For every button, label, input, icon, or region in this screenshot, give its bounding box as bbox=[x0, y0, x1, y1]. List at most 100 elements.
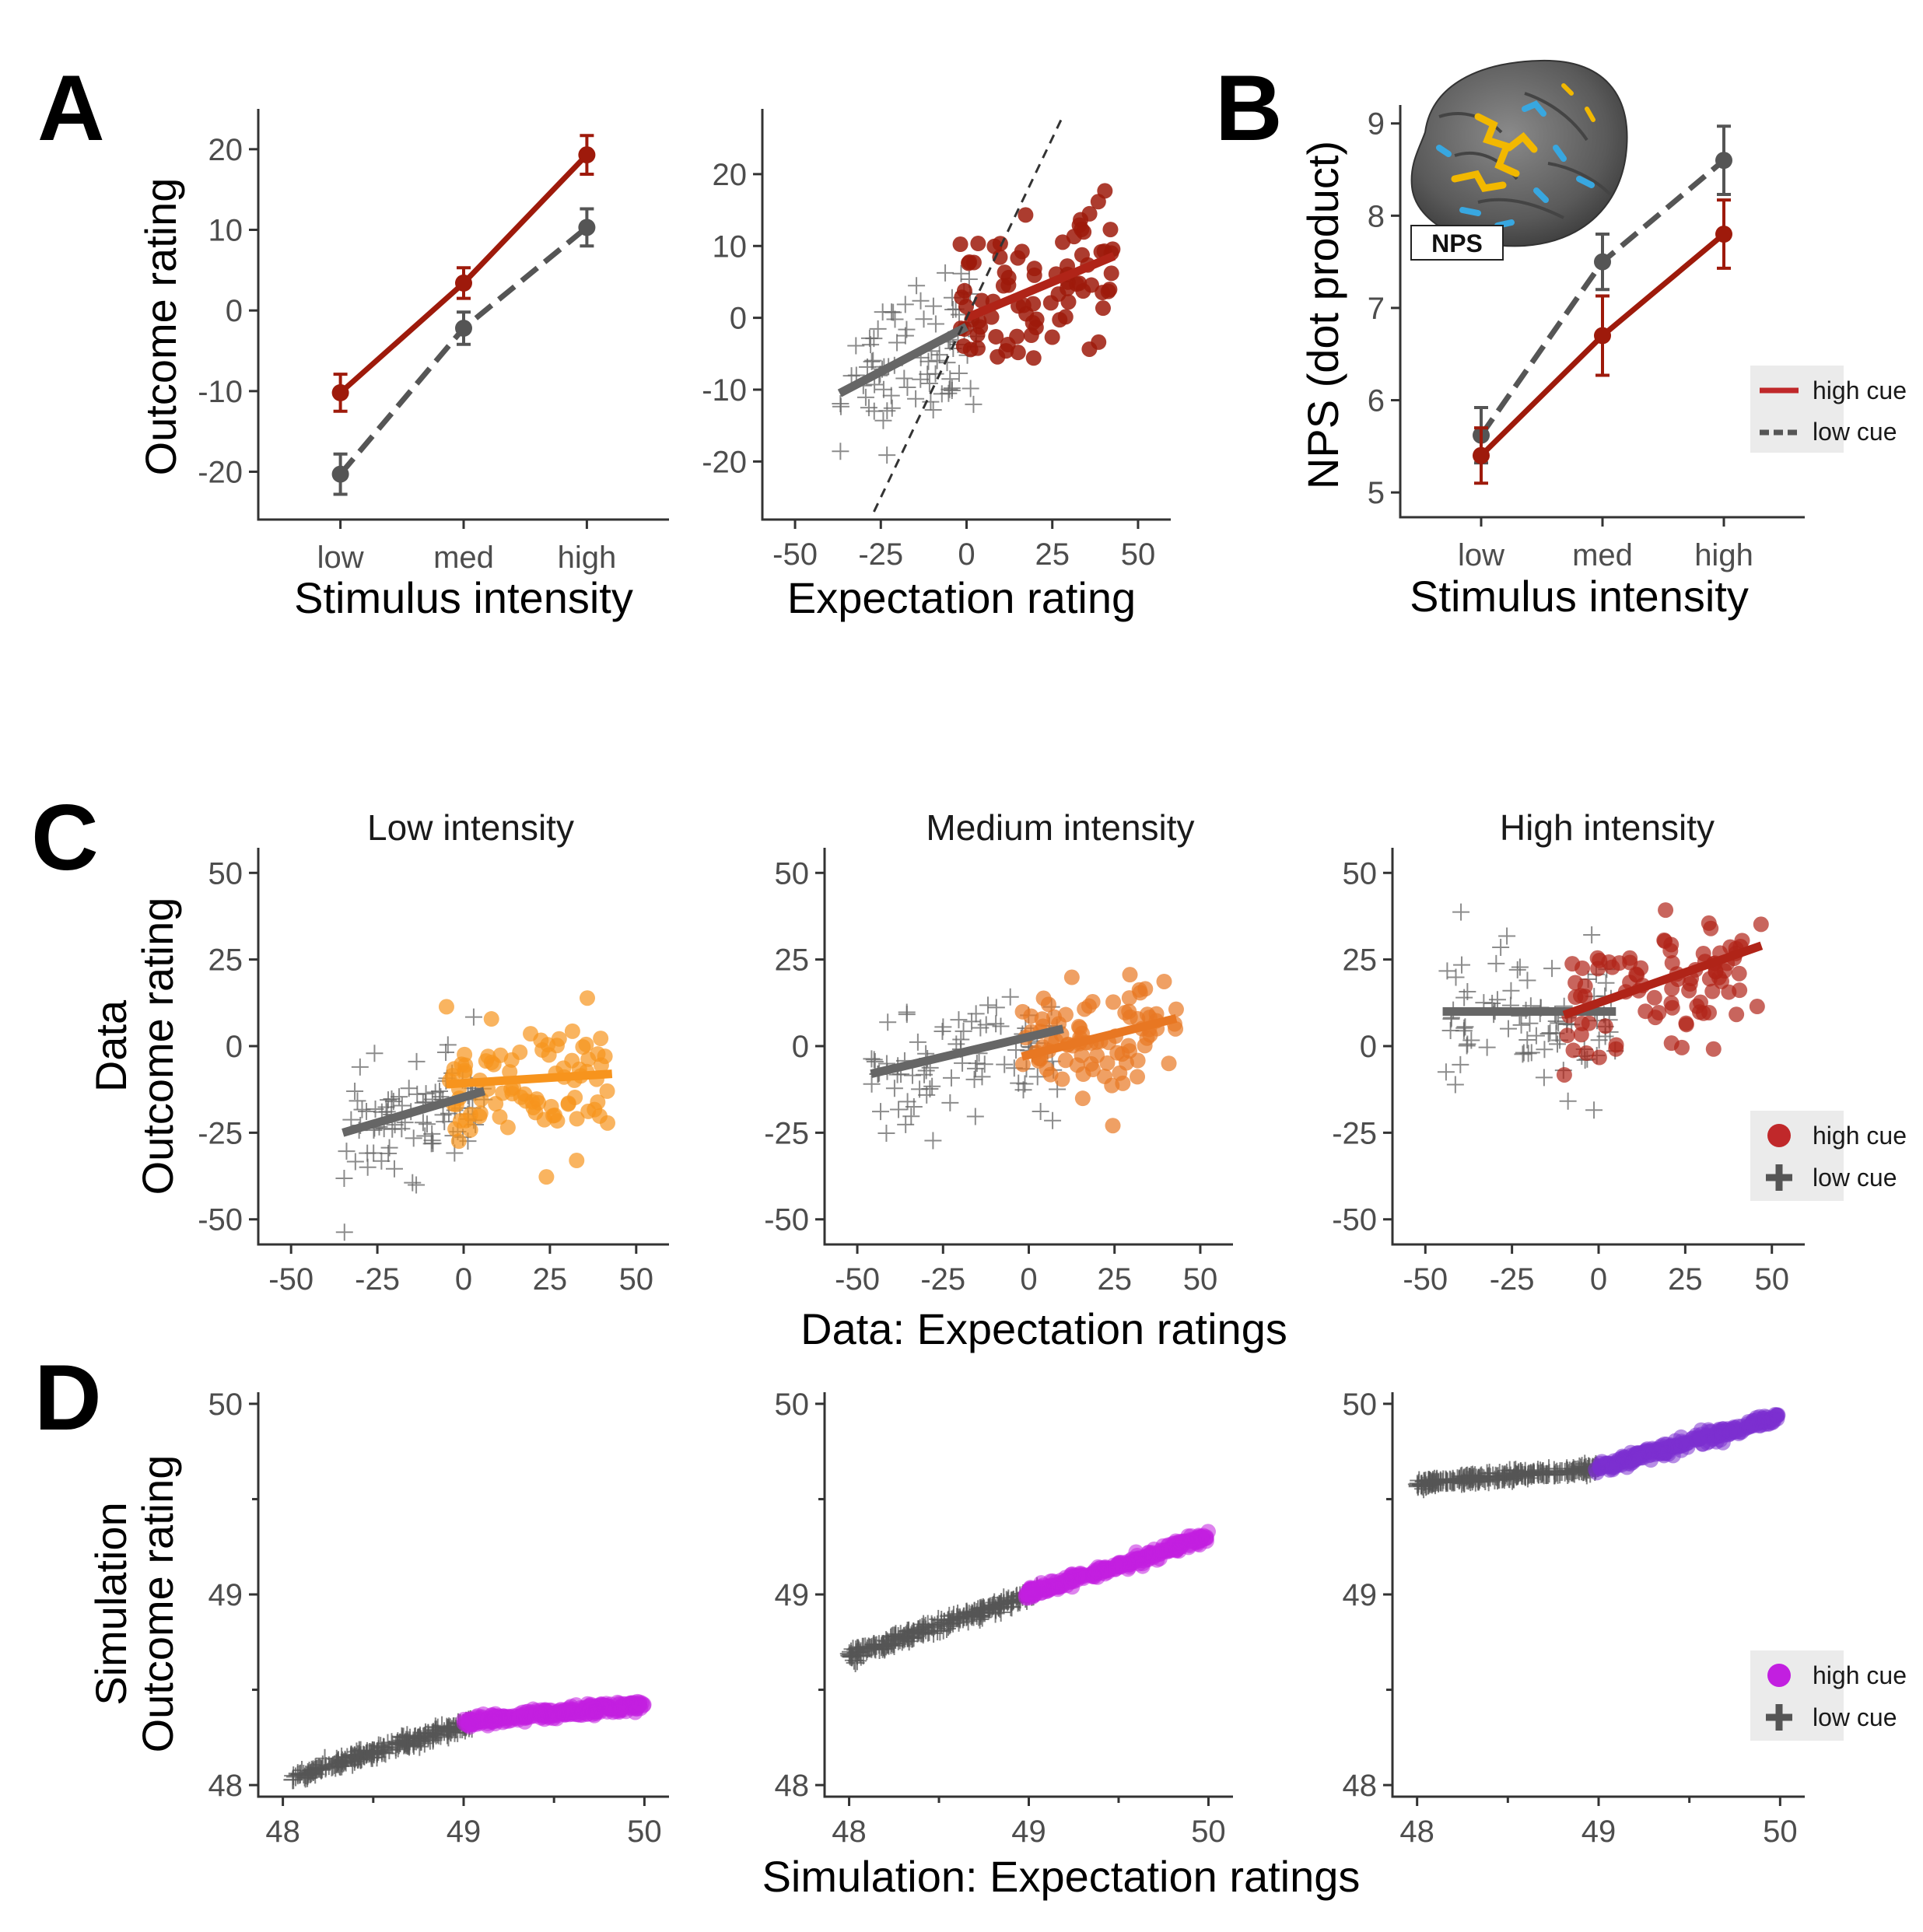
b-ytick-label-0: 9 bbox=[1368, 107, 1385, 142]
c3-low-cue-point-73 bbox=[1512, 1016, 1530, 1034]
c3-high-cue-point-83 bbox=[1704, 983, 1721, 999]
c1-high-cue-point-55 bbox=[499, 1119, 516, 1136]
a2-high-cue-point-26 bbox=[1023, 327, 1039, 344]
c3-low-cue-point-63 bbox=[1536, 1041, 1553, 1059]
a2-high-cue-point-23 bbox=[1103, 265, 1119, 282]
c2-high-cue-point-46 bbox=[1099, 1055, 1116, 1071]
c2-low-cue-point-67 bbox=[865, 1051, 883, 1069]
d2-ytick-label-0: 50 bbox=[775, 1388, 810, 1422]
c3-high-cue-point-0 bbox=[1559, 1027, 1575, 1044]
a2-high-cue-point-65 bbox=[974, 292, 990, 309]
c2-low-cue-point-84 bbox=[1001, 988, 1019, 1006]
a2-low-cue-point-78 bbox=[908, 277, 926, 295]
chart-a2: 20 10 0 -10 -20 -50 -25 0 25 50 bbox=[702, 109, 1171, 572]
c1-low-cue-point-59 bbox=[436, 1113, 454, 1131]
c3-xtick-label-4: 50 bbox=[1754, 1262, 1789, 1297]
c1-low-cue-point-70 bbox=[405, 1129, 422, 1147]
chart-c1: 50 25 0 -25 -50 -50 -25 0 25 50 bbox=[198, 848, 669, 1297]
c3-low-cue-point-82 bbox=[1459, 982, 1476, 1000]
c1-fit-low-cue bbox=[342, 1087, 486, 1137]
d2-low-cue-point-247 bbox=[856, 1637, 875, 1657]
c1-high-cue-point-80 bbox=[593, 1031, 609, 1047]
c3-xtick-label-1: -25 bbox=[1490, 1262, 1535, 1297]
c1-xtick-label-2: 0 bbox=[455, 1262, 472, 1297]
c2-high-cue-point-51 bbox=[1057, 1052, 1074, 1069]
d2-xtick-label-1: 49 bbox=[1011, 1815, 1046, 1849]
c3-high-cue-point-89 bbox=[1662, 943, 1679, 959]
d1-low-cue-point-253 bbox=[441, 1722, 461, 1741]
d3-low-cue-point-236 bbox=[1557, 1461, 1576, 1480]
a1-ylabel: Outcome rating bbox=[136, 178, 185, 476]
a2-high-cue-point-84 bbox=[1102, 222, 1119, 238]
c3-low-cue-point-23 bbox=[1539, 1025, 1557, 1043]
c1-fit-high-cue bbox=[446, 1069, 613, 1089]
c1-low-cue-point-71 bbox=[359, 1158, 377, 1176]
a1-point-1-0 bbox=[331, 465, 349, 483]
c1-low-cue-point-84 bbox=[437, 1044, 455, 1062]
d2-low-cue-point-233 bbox=[928, 1622, 947, 1641]
d1-low-cue-point-255 bbox=[355, 1746, 374, 1766]
d3-xtick-label-1: 49 bbox=[1581, 1815, 1617, 1849]
c2-low-cue-point-39 bbox=[996, 1055, 1014, 1073]
a2-low-cue-point-68 bbox=[912, 292, 930, 310]
c2-low-cue-point-6 bbox=[954, 1054, 972, 1072]
d1-low-cue-point-250 bbox=[313, 1755, 332, 1774]
d2-xtick-label-2: 50 bbox=[1191, 1815, 1226, 1849]
c3-high-cue-point-85 bbox=[1597, 1018, 1613, 1034]
c1-low-cue-point-78 bbox=[342, 1111, 360, 1129]
a2-high-cue-point-64 bbox=[1081, 205, 1098, 222]
a2-low-cue-point-11 bbox=[874, 411, 892, 429]
c1-low-cue-point-72 bbox=[419, 1115, 436, 1133]
a2-high-cue-point-52 bbox=[1052, 312, 1068, 328]
c1-low-cue-point-64 bbox=[404, 1174, 422, 1192]
b-point-0-0 bbox=[1473, 446, 1490, 464]
a2-high-cue-point-72 bbox=[1000, 269, 1017, 285]
c1-low-cue-point-5 bbox=[338, 1143, 356, 1160]
c3-low-cue-point-21 bbox=[1453, 956, 1471, 974]
a2-low-cue-point-0 bbox=[920, 375, 938, 393]
a2-ytick-label-2: 0 bbox=[730, 302, 747, 336]
a2-low-cue-point-44 bbox=[924, 401, 942, 419]
a2-low-cue-point-27 bbox=[962, 380, 979, 397]
c3-high-cue-point-18 bbox=[1731, 965, 1747, 982]
d3-low-cue-point-229 bbox=[1523, 1463, 1543, 1482]
c1-ytick-label-2: 0 bbox=[226, 1030, 243, 1064]
d3-high-cue-point-234 bbox=[1588, 1461, 1604, 1478]
c3-low-cue-point-50 bbox=[1478, 1038, 1496, 1056]
a1-xlabel: Stimulus intensity bbox=[294, 573, 633, 622]
d2-axes bbox=[823, 1392, 1233, 1798]
a2-low-cue-point-18 bbox=[883, 399, 901, 417]
c3-high-cue-point-67 bbox=[1695, 1005, 1711, 1021]
d1-low-cue-point-227 bbox=[380, 1740, 399, 1759]
d2-low-cue-point-227 bbox=[843, 1640, 863, 1659]
a2-xtick-label-4: 50 bbox=[1121, 537, 1156, 572]
a2-low-cue-point-64 bbox=[937, 264, 954, 282]
d1-low-cue-point-257 bbox=[351, 1750, 370, 1769]
c2-high-cue-point-64 bbox=[1081, 998, 1097, 1014]
d2-ytick-label-2: 48 bbox=[775, 1769, 810, 1803]
c1-high-cue-point-61 bbox=[512, 1044, 528, 1060]
chart-a1: 20 10 0 -10 -20 low med high bbox=[198, 109, 669, 575]
c3-low-cue-point-28 bbox=[1502, 982, 1520, 999]
c3-low-cue-point-48 bbox=[1498, 927, 1516, 945]
legend-b: high cue low cue bbox=[1750, 366, 1907, 453]
d2-low-cue-point-195 bbox=[847, 1651, 867, 1671]
nps-label-box bbox=[1410, 225, 1504, 261]
c2-high-cue-point-14 bbox=[1168, 1001, 1184, 1017]
c1-low-cue-point-36 bbox=[408, 1052, 426, 1070]
c2-low-cue-point-20 bbox=[954, 1022, 972, 1040]
a2-high-cue-point-14 bbox=[1095, 300, 1111, 317]
a2-high-cue-point-73 bbox=[1044, 329, 1060, 345]
d1-axes bbox=[257, 1392, 669, 1798]
a2-low-cue-point-16 bbox=[912, 370, 930, 388]
c3-title: High intensity bbox=[1500, 807, 1715, 848]
d3-low-cue-point-259 bbox=[1433, 1472, 1452, 1492]
c1-high-cue-point-65 bbox=[538, 1169, 555, 1185]
d2-low-cue-point-202 bbox=[940, 1614, 960, 1633]
c1-high-cue-point-82 bbox=[590, 1046, 606, 1062]
b-point-1-2 bbox=[1715, 152, 1732, 170]
c2-low-cue-point-68 bbox=[987, 1015, 1005, 1033]
c2-high-cue-point-73 bbox=[1023, 1008, 1039, 1024]
d1-low-cue-point-185 bbox=[317, 1757, 336, 1776]
d1-ytick-label-0: 50 bbox=[208, 1388, 243, 1422]
